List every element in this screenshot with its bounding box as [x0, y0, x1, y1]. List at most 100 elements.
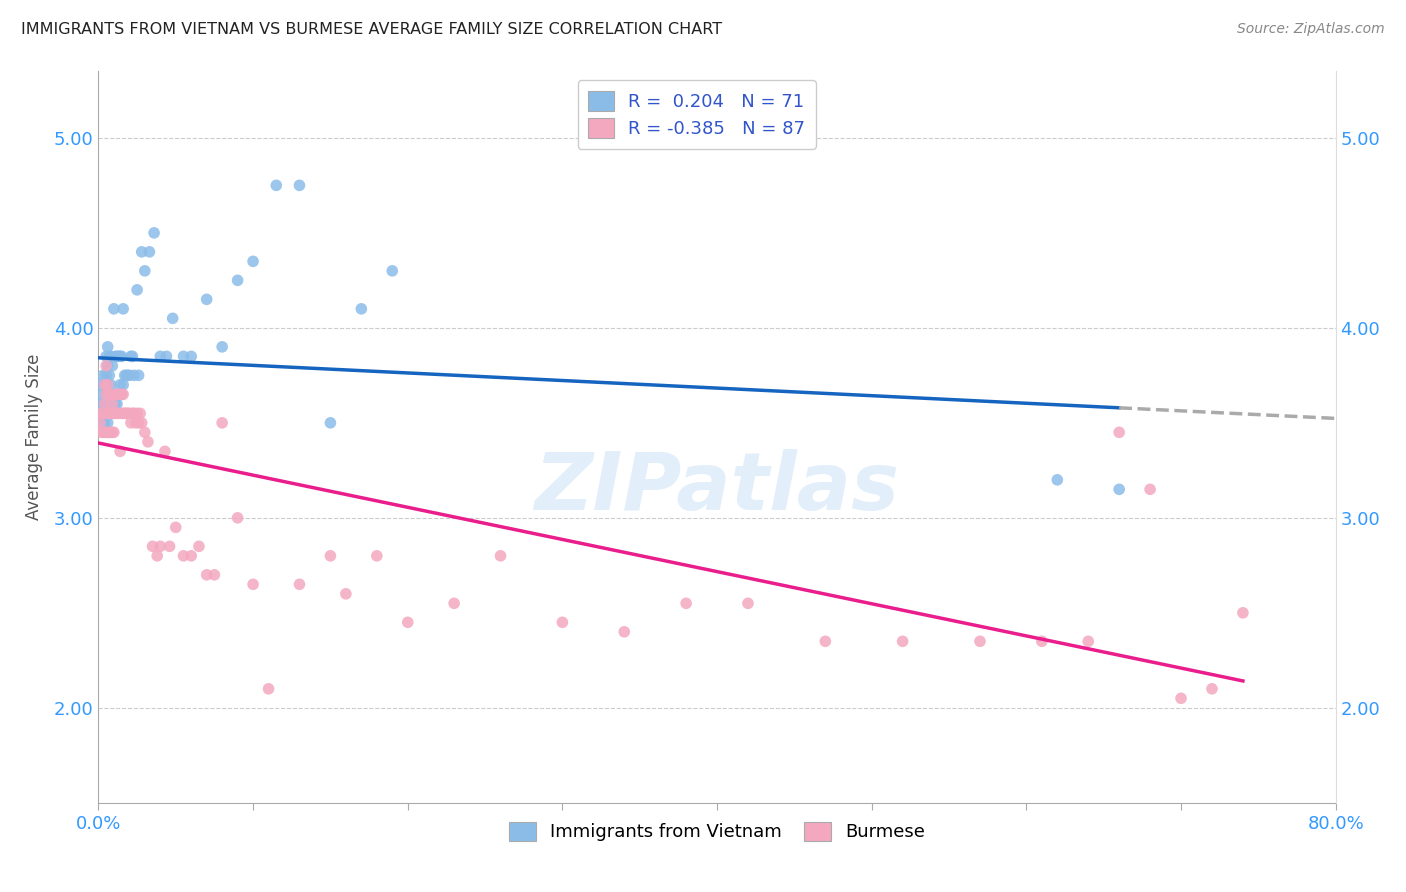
Point: [96, 349, 118, 363]
Point: [105, 406, 128, 420]
Point: [117, 406, 139, 420]
Point: [149, 349, 172, 363]
Point: [111, 387, 132, 401]
Point: [891, 634, 914, 648]
Point: [90, 406, 112, 420]
Point: [111, 349, 132, 363]
Point: [107, 406, 129, 420]
Point: [1031, 634, 1053, 648]
Point: [103, 406, 125, 420]
Point: [108, 377, 131, 392]
Point: [146, 549, 169, 563]
Point: [93, 397, 115, 411]
Point: [114, 406, 136, 420]
Point: [129, 406, 152, 420]
Point: [396, 615, 419, 630]
Point: [93, 425, 115, 440]
Point: [96, 406, 118, 420]
Point: [93, 406, 115, 420]
Point: [105, 349, 128, 363]
Point: [98, 368, 121, 383]
Point: [91, 416, 114, 430]
Point: [242, 577, 264, 591]
Point: [96, 359, 118, 373]
Point: [103, 425, 125, 440]
Point: [96, 387, 118, 401]
Point: [103, 301, 125, 316]
Point: [288, 577, 311, 591]
Point: [97, 406, 120, 420]
Point: [104, 349, 127, 363]
Point: [242, 254, 264, 268]
Point: [104, 387, 127, 401]
Point: [112, 301, 135, 316]
Point: [1046, 473, 1069, 487]
Point: [141, 539, 165, 553]
Point: [149, 539, 172, 553]
Point: [97, 377, 120, 392]
Point: [489, 549, 512, 563]
Point: [264, 178, 288, 193]
Point: [120, 416, 142, 430]
Point: [105, 387, 128, 401]
Text: IMMIGRANTS FROM VIETNAM VS BURMESE AVERAGE FAMILY SIZE CORRELATION CHART: IMMIGRANTS FROM VIETNAM VS BURMESE AVERA…: [21, 22, 723, 37]
Point: [737, 596, 759, 610]
Point: [118, 368, 141, 383]
Point: [112, 406, 135, 420]
Point: [1077, 634, 1099, 648]
Point: [118, 406, 141, 420]
Point: [288, 178, 311, 193]
Point: [114, 368, 136, 383]
Point: [128, 368, 150, 383]
Point: [122, 368, 145, 383]
Point: [101, 425, 124, 440]
Point: [96, 387, 118, 401]
Legend: Immigrants from Vietnam, Burmese: Immigrants from Vietnam, Burmese: [502, 814, 932, 848]
Point: [127, 283, 149, 297]
Point: [103, 387, 125, 401]
Point: [98, 349, 121, 363]
Point: [443, 596, 465, 610]
Point: [100, 387, 122, 401]
Point: [107, 387, 129, 401]
Point: [112, 377, 135, 392]
Point: [93, 377, 115, 392]
Point: [134, 264, 156, 278]
Point: [97, 340, 120, 354]
Point: [124, 416, 146, 430]
Point: [1170, 691, 1192, 706]
Point: [98, 387, 121, 401]
Point: [96, 368, 118, 383]
Point: [128, 416, 150, 430]
Point: [93, 377, 115, 392]
Point: [613, 624, 636, 639]
Point: [97, 416, 120, 430]
Point: [366, 549, 388, 563]
Point: [131, 416, 153, 430]
Point: [127, 406, 149, 420]
Point: [100, 349, 122, 363]
Point: [675, 596, 697, 610]
Point: [100, 377, 122, 392]
Point: [134, 425, 156, 440]
Point: [108, 349, 131, 363]
Point: [195, 293, 218, 307]
Point: [97, 425, 120, 440]
Point: [969, 634, 991, 648]
Point: [120, 349, 142, 363]
Point: [112, 387, 135, 401]
Point: [551, 615, 574, 630]
Point: [381, 264, 404, 278]
Point: [111, 387, 132, 401]
Point: [90, 406, 112, 420]
Point: [97, 377, 120, 392]
Point: [1232, 606, 1254, 620]
Point: [121, 349, 143, 363]
Point: [335, 587, 357, 601]
Point: [162, 311, 184, 326]
Point: [138, 244, 160, 259]
Point: [100, 406, 122, 420]
Point: [103, 406, 125, 420]
Point: [101, 359, 124, 373]
Point: [159, 539, 181, 553]
